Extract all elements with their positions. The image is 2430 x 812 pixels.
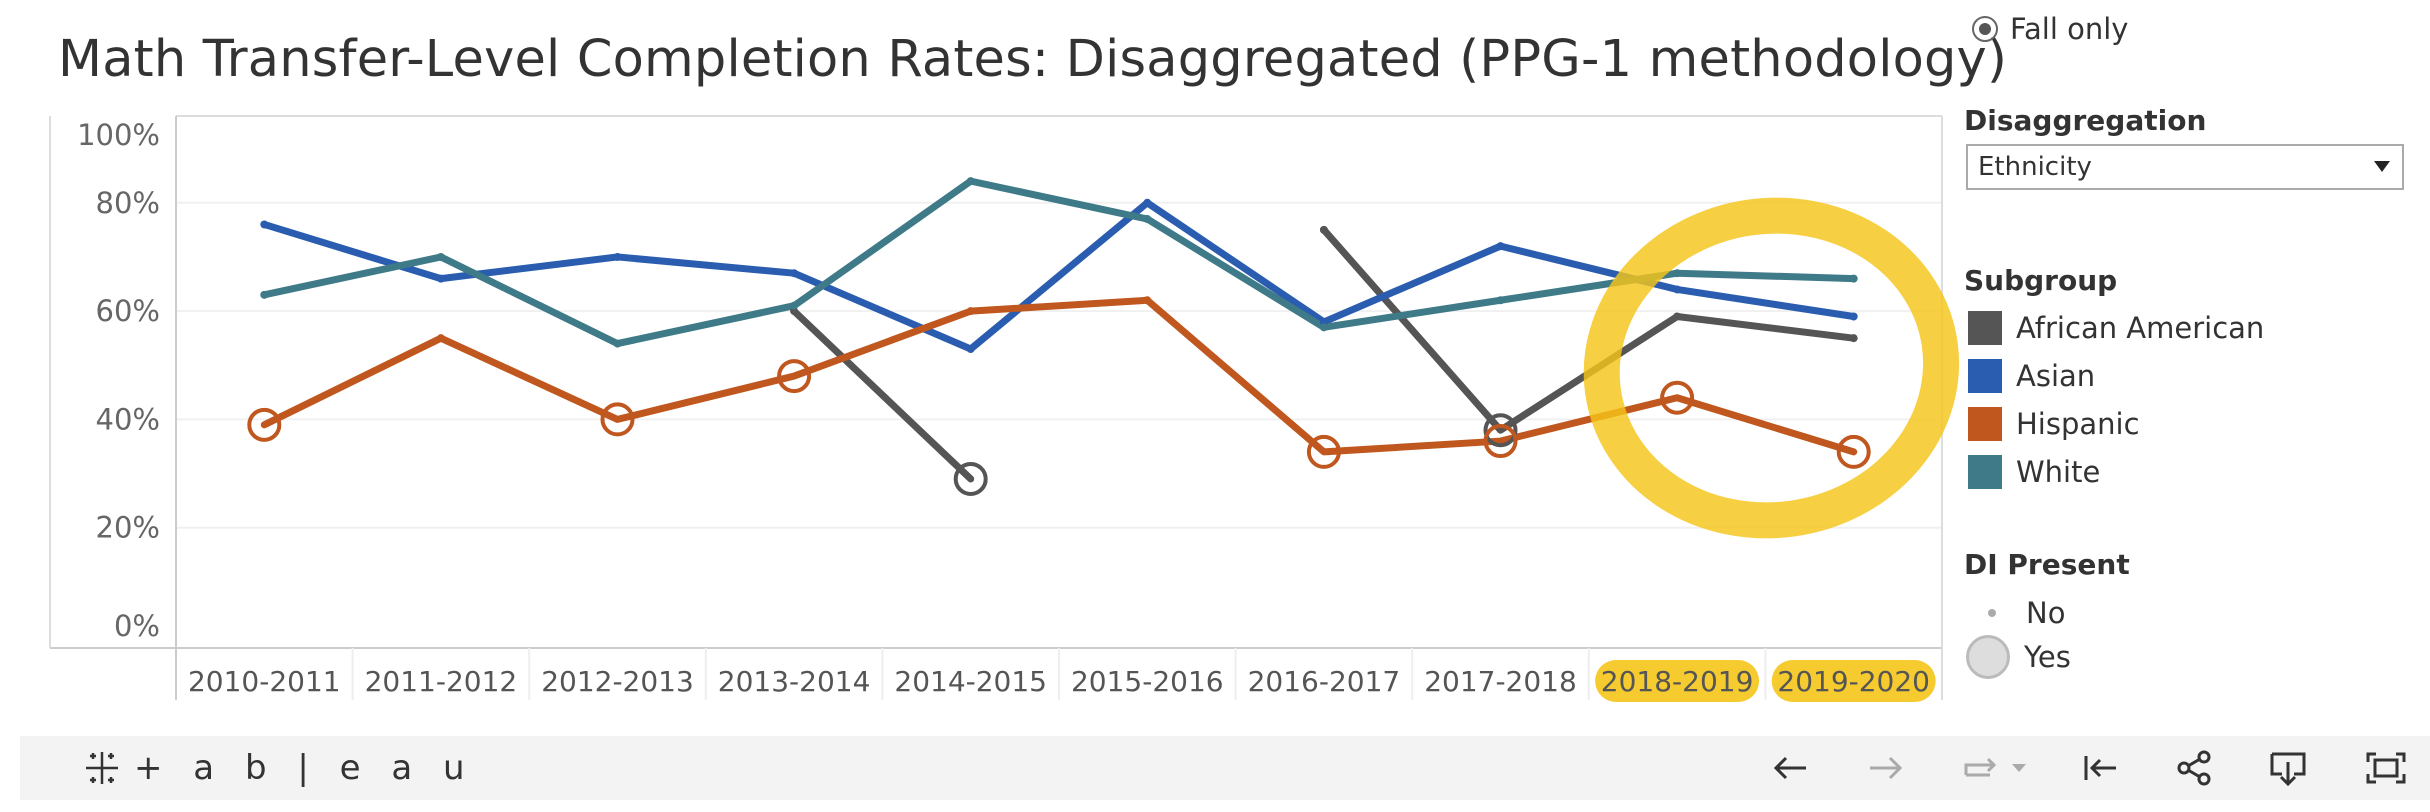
y-tick-label: 0% — [114, 609, 160, 643]
di-marker — [1836, 434, 1871, 469]
legend-swatch — [1968, 407, 2002, 441]
disaggregation-value: Ethnicity — [1978, 152, 2092, 182]
data-point — [1496, 296, 1505, 305]
data-point — [790, 301, 799, 310]
revert-icon[interactable] — [1960, 748, 2004, 788]
x-tick-label: 2016-2017 — [1248, 665, 1401, 698]
data-point — [436, 334, 445, 343]
di-legend-no[interactable]: No — [1988, 596, 2065, 630]
di-marker — [247, 407, 282, 442]
data-point — [1849, 274, 1858, 283]
disaggregation-dropdown[interactable]: Ethnicity — [1966, 144, 2404, 190]
data-point — [1143, 198, 1152, 207]
legend-item-hispanic[interactable]: Hispanic — [1968, 407, 2140, 441]
redo-icon[interactable] — [1864, 748, 1908, 788]
di-marker — [1660, 380, 1695, 415]
data-point — [613, 252, 622, 261]
data-point — [1319, 323, 1328, 332]
legend-item-white[interactable]: White — [1968, 455, 2100, 489]
series-line — [260, 296, 1858, 456]
tableau-wordmark: + a b | e a u — [134, 748, 475, 788]
revert-dropdown-icon[interactable] — [2008, 748, 2030, 788]
data-point — [966, 345, 975, 354]
x-tick-label: 2017-2018 — [1424, 665, 1577, 698]
y-tick-label: 40% — [96, 402, 160, 436]
legend-swatch — [1968, 455, 2002, 489]
di-marker — [777, 359, 812, 394]
data-point — [260, 220, 269, 229]
data-point — [1496, 242, 1505, 251]
fullscreen-icon[interactable] — [2364, 748, 2408, 788]
radio-selected-icon[interactable] — [1972, 16, 1998, 42]
di-marker — [1483, 413, 1518, 448]
small-dot-icon — [1988, 609, 1996, 617]
legend-item-asian[interactable]: Asian — [1968, 359, 2095, 393]
disaggregation-label: Disaggregation — [1964, 104, 2207, 137]
series-line — [260, 177, 1858, 348]
legend-item-african-american[interactable]: African American — [1968, 311, 2264, 345]
category-highlight — [1771, 660, 1936, 702]
share-icon[interactable] — [2172, 748, 2216, 788]
di-marker — [1483, 424, 1518, 459]
data-point — [1673, 285, 1682, 294]
data-point — [436, 252, 445, 261]
x-tick-label: 2019-2020 — [1777, 665, 1930, 698]
x-tick-label: 2018-2019 — [1601, 665, 1754, 698]
download-icon[interactable] — [2266, 748, 2310, 788]
data-point — [1849, 334, 1858, 343]
data-point — [613, 339, 622, 348]
data-point — [1673, 312, 1682, 321]
data-point — [966, 177, 975, 186]
reset-icon[interactable] — [2078, 748, 2122, 788]
di-marker — [600, 402, 635, 437]
legend-label: Hispanic — [2016, 407, 2140, 441]
di-yes-label: Yes — [2024, 640, 2071, 674]
di-present-label: DI Present — [1964, 548, 2130, 581]
annotation-circle — [1583, 197, 1960, 539]
fall-only-option[interactable]: Fall only — [1972, 12, 2128, 46]
data-point — [966, 307, 975, 316]
legend-swatch — [1968, 359, 2002, 393]
category-highlight — [1595, 660, 1760, 702]
undo-icon[interactable] — [1768, 748, 1812, 788]
y-tick-label: 60% — [96, 294, 160, 328]
data-point — [260, 290, 269, 299]
large-circle-icon — [1966, 635, 2010, 679]
data-point — [1673, 269, 1682, 278]
x-tick-label: 2011-2012 — [365, 665, 518, 698]
data-point — [1319, 225, 1328, 234]
data-point — [1143, 215, 1152, 224]
y-tick-label: 100% — [77, 118, 160, 152]
chart-plot: 100% 80% 60% 40% 20% 0% 2010-2011 2011-2012 2012… — [49, 115, 1960, 702]
data-point — [1849, 312, 1858, 321]
y-tick-label: 80% — [96, 186, 160, 220]
di-legend-yes[interactable]: Yes — [1966, 635, 2071, 679]
x-tick-label: 2012-2013 — [541, 665, 694, 698]
subgroup-label: Subgroup — [1964, 264, 2118, 297]
fall-only-label: Fall only — [2010, 12, 2129, 46]
tableau-logo: + a b | e a u — [80, 746, 475, 790]
legend-label: African American — [2016, 311, 2265, 345]
legend-swatch — [1968, 311, 2002, 345]
di-no-label: No — [2026, 596, 2066, 630]
x-tick-label: 2014-2015 — [894, 665, 1047, 698]
chart-title: Math Transfer-Level Completion Rates: Di… — [58, 30, 2008, 89]
tableau-mark-icon — [86, 752, 118, 784]
tableau-toolbar: + a b | e a u — [20, 736, 2430, 800]
x-tick-label: 2013-2014 — [718, 665, 871, 698]
series-line — [260, 199, 1858, 353]
chevron-down-icon[interactable] — [2374, 161, 2390, 172]
data-point — [436, 274, 445, 283]
data-point — [1143, 296, 1152, 305]
data-point — [790, 269, 799, 278]
x-tick-label: 2010-2011 — [188, 665, 341, 698]
series-line — [790, 307, 975, 483]
di-marker — [953, 461, 988, 496]
legend-label: White — [2016, 455, 2101, 489]
x-tick-label: 2015-2016 — [1071, 665, 1224, 698]
y-tick-label: 20% — [96, 511, 160, 545]
legend-label: Asian — [2016, 359, 2096, 393]
di-marker — [1306, 434, 1341, 469]
